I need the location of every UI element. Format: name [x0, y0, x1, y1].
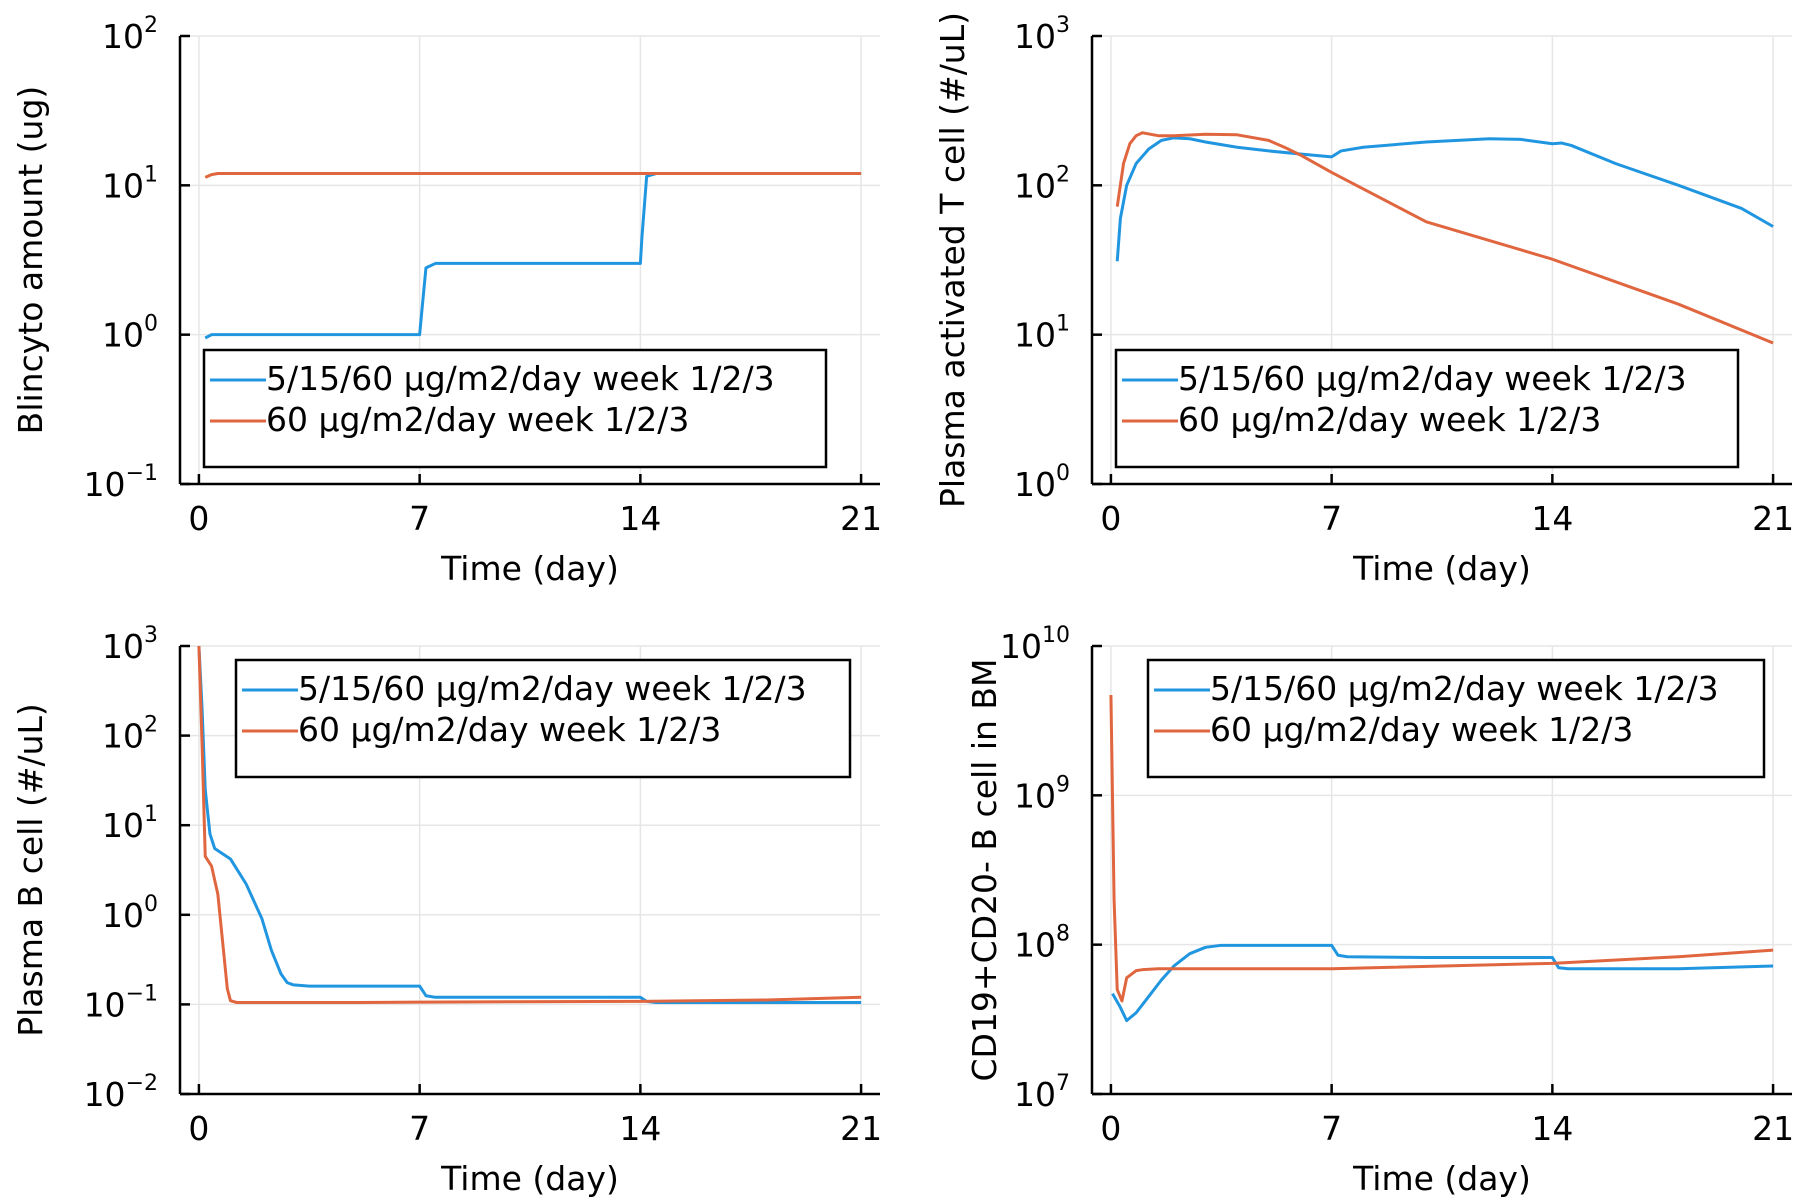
y-tick-label: 101 [102, 162, 158, 205]
legend-label-1: 5/15/60 µg/m2/day week 1/2/3 [298, 669, 807, 708]
x-tick-label: 21 [840, 1109, 882, 1148]
legend: 5/15/60 µg/m2/day week 1/2/360 µg/m2/day… [202, 348, 828, 469]
series-line-1 [204, 172, 862, 340]
x-tick-label: 0 [188, 499, 209, 538]
series-line-1 [1111, 943, 1774, 1023]
legend-label-2: 60 µg/m2/day week 1/2/3 [298, 710, 721, 749]
y-tick-label: 100 [102, 892, 158, 935]
y-tick-label: 109 [1014, 772, 1070, 815]
y-tick-label: 10−2 [84, 1071, 158, 1114]
series-line-2 [197, 645, 862, 1004]
legend-box [1146, 658, 1766, 779]
x-tick-label: 21 [1752, 499, 1794, 538]
x-tick-label: 7 [1321, 499, 1342, 538]
y-tick-label: 103 [102, 623, 158, 666]
legend-label-2: 60 µg/m2/day week 1/2/3 [1210, 710, 1633, 749]
series-line-1 [1115, 136, 1774, 262]
y-tick-label: 103 [1014, 13, 1070, 56]
x-tick-label: 0 [1100, 1109, 1121, 1148]
legend-label-2: 60 µg/m2/day week 1/2/3 [1178, 400, 1601, 439]
series-line-1 [197, 645, 862, 1004]
series-line-2 [1115, 131, 1774, 345]
y-tick-label: 102 [1014, 162, 1070, 205]
x-tick-label: 14 [1531, 1109, 1573, 1148]
y-tick-label: 101 [1014, 312, 1070, 355]
y-tick-label: 108 [1014, 922, 1070, 965]
y-tick-label: 107 [1014, 1071, 1070, 1114]
x-tick-label: 7 [1321, 1109, 1342, 1148]
x-tick-label: 14 [619, 1109, 661, 1148]
x-axis-label: Time (day) [440, 1159, 619, 1198]
x-tick-label: 7 [409, 1109, 430, 1148]
x-tick-label: 14 [619, 499, 661, 538]
x-tick-label: 21 [840, 499, 882, 538]
x-tick-label: 7 [409, 499, 430, 538]
chart-panel-4: 0 7 14 21 1010 109 108 107 Time (day) CD19+CD20- … [965, 623, 1794, 1198]
y-tick-label: 101 [102, 802, 158, 845]
y-tick-label: 102 [102, 713, 158, 756]
series-line-2 [1109, 694, 1774, 1003]
legend-label-1: 5/15/60 µg/m2/day week 1/2/3 [266, 359, 775, 398]
x-tick-label: 21 [1752, 1109, 1794, 1148]
y-tick-label: 102 [102, 13, 158, 56]
x-axis-label: Time (day) [1352, 1159, 1531, 1198]
chart-panel-3: 0 7 14 21 103 102 101 100 10−1 10−2 Time (day) Plas… [11, 623, 882, 1198]
chart-panel-1: 0 7 14 21 102 101 100 10−1 Time (day) Blincyto am… [11, 13, 882, 588]
x-tick-label: 0 [188, 1109, 209, 1148]
x-axis-label: Time (day) [440, 549, 619, 588]
x-axis-label: Time (day) [1352, 549, 1531, 588]
legend-box [1114, 348, 1740, 469]
y-tick-label: 10−1 [84, 981, 158, 1024]
y-tick-label: 1010 [1000, 623, 1070, 666]
y-tick-label: 10−1 [84, 461, 158, 504]
legend-box [202, 348, 828, 469]
legend-box [234, 658, 852, 779]
series-line-2 [204, 172, 862, 179]
y-axis-label: Plasma B cell (#/uL) [11, 703, 50, 1037]
x-tick-label: 0 [1100, 499, 1121, 538]
legend-label-1: 5/15/60 µg/m2/day week 1/2/3 [1178, 359, 1687, 398]
legend: 5/15/60 µg/m2/day week 1/2/360 µg/m2/day… [1114, 348, 1740, 469]
y-axis-label: Plasma activated T cell (#/uL) [933, 12, 972, 508]
legend: 5/15/60 µg/m2/day week 1/2/360 µg/m2/day… [234, 658, 852, 779]
y-axis-label: CD19+CD20- B cell in BM [965, 658, 1004, 1081]
y-tick-label: 100 [102, 312, 158, 355]
chart-panel-2: 0 7 14 21 103 102 101 100 Time (day) Plasma activ… [933, 12, 1794, 588]
legend-label-1: 5/15/60 µg/m2/day week 1/2/3 [1210, 669, 1719, 708]
x-tick-label: 14 [1531, 499, 1573, 538]
y-axis-label: Blincyto amount (ug) [11, 86, 50, 435]
y-tick-label: 100 [1014, 461, 1070, 504]
legend-label-2: 60 µg/m2/day week 1/2/3 [266, 400, 689, 439]
legend: 5/15/60 µg/m2/day week 1/2/360 µg/m2/day… [1146, 658, 1766, 779]
